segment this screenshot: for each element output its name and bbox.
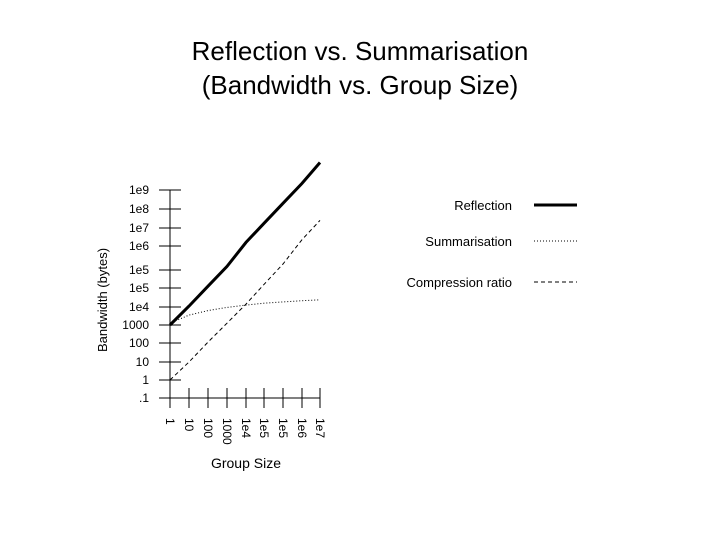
x-tick-label: 1 — [163, 418, 177, 425]
y-tick-label: 1e8 — [129, 202, 149, 216]
series-line-reflection — [168, 161, 322, 327]
y-tick-label: 100 — [129, 336, 149, 350]
legend-label-reflection: Reflection — [454, 198, 512, 213]
x-tick-label: 1e6 — [295, 418, 309, 438]
y-tick-label: 1e7 — [129, 221, 149, 235]
x-tick-label: 10 — [182, 418, 196, 432]
chart-title-line-2: (Bandwidth vs. Group Size) — [201, 70, 519, 100]
legend-label-summarisation: Summarisation — [425, 234, 512, 249]
legend-label-compression-ratio: Compression ratio — [407, 275, 513, 290]
y-ticks: .1 1 10 100 1000 1e4 1e5 1e5 1e6 1e7 1e8 1e9 — [122, 183, 181, 405]
y-axis-label: Bandwidth (bytes) — [95, 248, 110, 352]
x-tick-label: 1e4 — [239, 418, 253, 438]
y-tick-label: 1000 — [122, 318, 149, 332]
series — [168, 161, 322, 381]
x-ticks: 1 10 100 1000 1e4 1e5 1e5 1e6 1e7 — [163, 388, 327, 445]
axes — [169, 190, 320, 399]
legend: Reflection Summarisation Compression ratio — [407, 198, 577, 290]
x-tick-label: 1e5 — [276, 418, 290, 438]
y-tick-label: 1e5 — [129, 281, 149, 295]
y-tick-label: 1e5 — [129, 263, 149, 277]
x-tick-label: 1e7 — [313, 418, 327, 438]
series-line-compression-ratio — [169, 220, 321, 381]
x-tick-label: 100 — [201, 418, 215, 438]
y-tick-label: .1 — [139, 391, 149, 405]
x-tick-label: 1e5 — [257, 418, 271, 438]
y-tick-label: 10 — [136, 355, 150, 369]
x-axis-label: Group Size — [211, 455, 281, 471]
y-tick-label: 1 — [142, 373, 149, 387]
y-tick-label: 1e9 — [129, 183, 149, 197]
chart-title-line-1: Reflection vs. Summarisation — [191, 36, 529, 66]
series-line-summarisation — [169, 299, 321, 324]
x-tick-label: 1000 — [220, 418, 234, 445]
y-tick-label: 1e4 — [129, 300, 149, 314]
y-tick-label: 1e6 — [129, 239, 149, 253]
